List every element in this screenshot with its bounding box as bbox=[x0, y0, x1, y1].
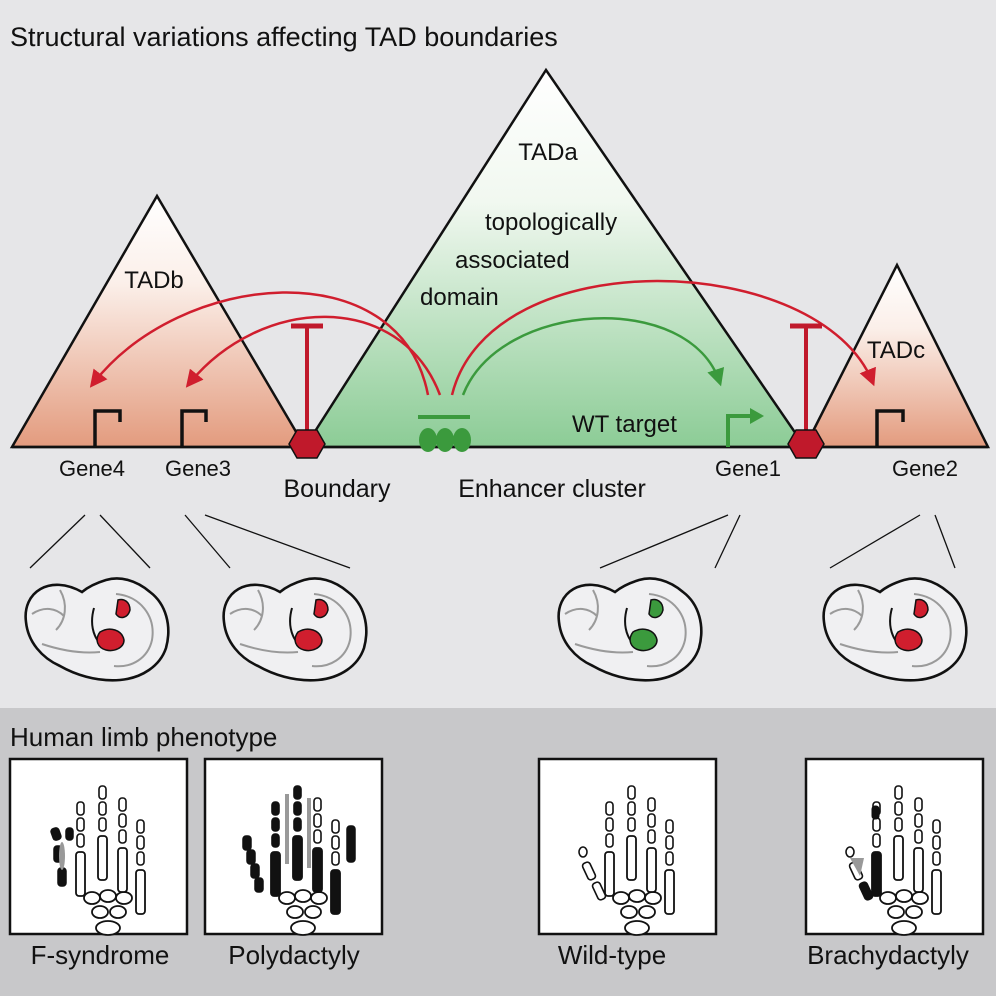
gene2-promoter-icon bbox=[875, 409, 905, 447]
tad-b-label: TADb bbox=[124, 267, 184, 294]
panel-label-f-syndrome: F-syndrome bbox=[31, 940, 170, 970]
gene4-label: Gene4 bbox=[59, 456, 125, 481]
panel-f-syndrome-hand-skeleton bbox=[50, 785, 146, 936]
boundary-label: Boundary bbox=[283, 475, 391, 503]
enhancer-cluster-label: Enhancer cluster bbox=[458, 475, 646, 503]
tad-description-line3: domain bbox=[420, 284, 499, 311]
gene-connector-lines bbox=[29, 514, 956, 569]
gene1-promoter-icon bbox=[726, 414, 750, 447]
gene1-label: Gene1 bbox=[715, 456, 781, 481]
panel-polydactyly bbox=[203, 757, 384, 936]
boundary-right bbox=[787, 323, 825, 459]
ectopic-contact-arrow-gene3 bbox=[185, 315, 442, 396]
embryo-gene4 bbox=[24, 577, 170, 682]
embryo-gene1 bbox=[557, 577, 703, 682]
gene3-label: Gene3 bbox=[165, 456, 231, 481]
wt-target-label: WT target bbox=[572, 411, 677, 438]
embryo-gene3 bbox=[222, 577, 368, 682]
ectopic-contact-arrow-gene2 bbox=[450, 279, 876, 396]
embryo-row bbox=[24, 577, 968, 682]
phenotype-section-title: Human limb phenotype bbox=[10, 722, 277, 752]
gene2-label: Gene2 bbox=[892, 456, 958, 481]
gene3-promoter-icon bbox=[180, 409, 208, 447]
panel-brachydactyly-hand-skeleton bbox=[845, 785, 942, 936]
enhancer-cluster-icon bbox=[418, 415, 471, 452]
panel-label-wild-type: Wild-type bbox=[558, 940, 666, 970]
embryo-gene2 bbox=[822, 577, 968, 682]
figure-title: Structural variations affecting TAD boun… bbox=[10, 22, 558, 52]
tad-a-label: TADa bbox=[518, 139, 578, 166]
tad-description-line2: associated bbox=[455, 247, 570, 274]
panel-wild-type-hand-skeleton bbox=[578, 785, 675, 936]
wt-contact-arrow-gene1 bbox=[461, 317, 724, 396]
panel-label-brachydactyly: Brachydactyly bbox=[807, 940, 969, 970]
gene4-promoter-icon bbox=[93, 409, 122, 447]
phenotype-panels bbox=[8, 757, 985, 936]
panel-polydactyly-hand-skeleton bbox=[242, 785, 356, 936]
tad-c-label: TADc bbox=[867, 337, 925, 364]
panel-brachydactyly bbox=[804, 757, 985, 936]
tad-description-line1: topologically bbox=[485, 209, 617, 236]
panel-f-syndrome bbox=[8, 757, 189, 936]
boundary-left bbox=[288, 323, 326, 459]
gene1-arrowhead bbox=[750, 408, 764, 424]
panel-wild-type bbox=[537, 757, 718, 936]
tad-b-triangle bbox=[9, 193, 308, 449]
panel-label-polydactyly: Polydactyly bbox=[228, 940, 360, 970]
